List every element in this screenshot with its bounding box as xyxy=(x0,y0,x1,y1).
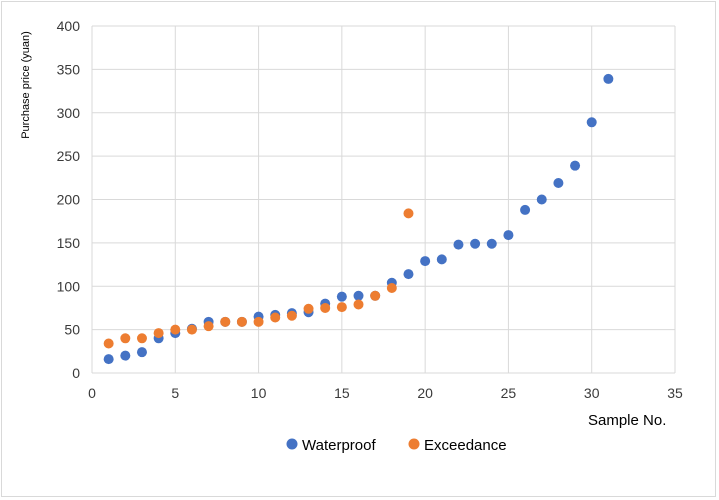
x-tick-labels: 0 5 10 15 20 25 30 35 xyxy=(88,385,683,401)
x-tick-label: 35 xyxy=(667,385,683,401)
data-point-exceedance xyxy=(103,338,114,349)
x-axis-title: Sample No. xyxy=(588,412,666,429)
data-point-exceedance xyxy=(386,282,397,293)
y-tick-label: 250 xyxy=(57,148,81,164)
data-point-waterproof xyxy=(403,269,414,280)
legend-marker-waterproof xyxy=(286,438,298,450)
data-point-waterproof xyxy=(453,239,464,250)
data-point-exceedance xyxy=(353,299,364,310)
data-point-exceedance xyxy=(303,303,314,314)
data-point-exceedance xyxy=(286,310,297,321)
data-point-waterproof xyxy=(420,256,431,267)
x-tick-label: 30 xyxy=(584,385,600,401)
y-tick-label: 400 xyxy=(57,18,81,34)
legend-item-waterproof: Waterproof xyxy=(286,437,376,454)
data-point-waterproof xyxy=(436,254,447,265)
data-point-exceedance xyxy=(170,324,181,335)
data-point-waterproof xyxy=(353,290,364,301)
data-point-waterproof xyxy=(570,160,581,171)
data-point-exceedance xyxy=(270,312,281,323)
y-tick-label: 150 xyxy=(57,235,81,251)
y-tick-label: 50 xyxy=(64,322,80,338)
grid-lines xyxy=(91,25,676,374)
y-tick-label: 0 xyxy=(72,365,80,381)
data-point-waterproof xyxy=(520,204,531,215)
y-tick-label: 100 xyxy=(57,278,81,294)
data-point-exceedance xyxy=(186,324,197,335)
data-point-exceedance xyxy=(370,290,381,301)
x-tick-label: 20 xyxy=(417,385,433,401)
data-point-exceedance xyxy=(336,302,347,313)
data-point-waterproof xyxy=(536,194,547,205)
data-point-waterproof xyxy=(553,178,564,189)
data-point-waterproof xyxy=(586,117,597,128)
data-point-exceedance xyxy=(220,316,231,327)
data-point-waterproof xyxy=(136,347,147,358)
data-point-waterproof xyxy=(120,350,131,361)
data-point-exceedance xyxy=(120,333,131,344)
y-tick-labels: 0 50 100 150 200 250 300 350 400 xyxy=(57,18,81,381)
data-point-exceedance xyxy=(320,302,331,313)
legend-label-waterproof: Waterproof xyxy=(302,437,376,454)
legend-item-exceedance: Exceedance xyxy=(408,437,507,454)
x-tick-label: 25 xyxy=(501,385,517,401)
y-axis-title: Purchase price (yuan) xyxy=(20,31,32,139)
y-tick-label: 200 xyxy=(57,192,81,208)
legend: Waterproof Exceedance xyxy=(286,437,507,454)
data-point-exceedance xyxy=(153,328,164,339)
data-point-waterproof xyxy=(103,354,114,365)
x-tick-label: 5 xyxy=(171,385,179,401)
y-tick-label: 300 xyxy=(57,105,81,121)
data-point-waterproof xyxy=(486,238,497,249)
data-point-waterproof xyxy=(336,291,347,302)
data-point-exceedance xyxy=(253,316,264,327)
data-point-waterproof xyxy=(470,238,481,249)
x-tick-label: 15 xyxy=(334,385,350,401)
data-point-exceedance xyxy=(403,208,414,219)
data-point-waterproof xyxy=(603,73,614,84)
data-point-exceedance xyxy=(236,316,247,327)
legend-label-exceedance: Exceedance xyxy=(424,437,507,454)
data-point-exceedance xyxy=(203,321,214,332)
data-point-waterproof xyxy=(503,230,514,241)
data-points xyxy=(103,73,614,365)
data-point-exceedance xyxy=(136,333,147,344)
y-tick-label: 350 xyxy=(57,61,81,77)
x-tick-label: 10 xyxy=(251,385,267,401)
legend-marker-exceedance xyxy=(408,438,420,450)
x-tick-label: 0 xyxy=(88,385,96,401)
